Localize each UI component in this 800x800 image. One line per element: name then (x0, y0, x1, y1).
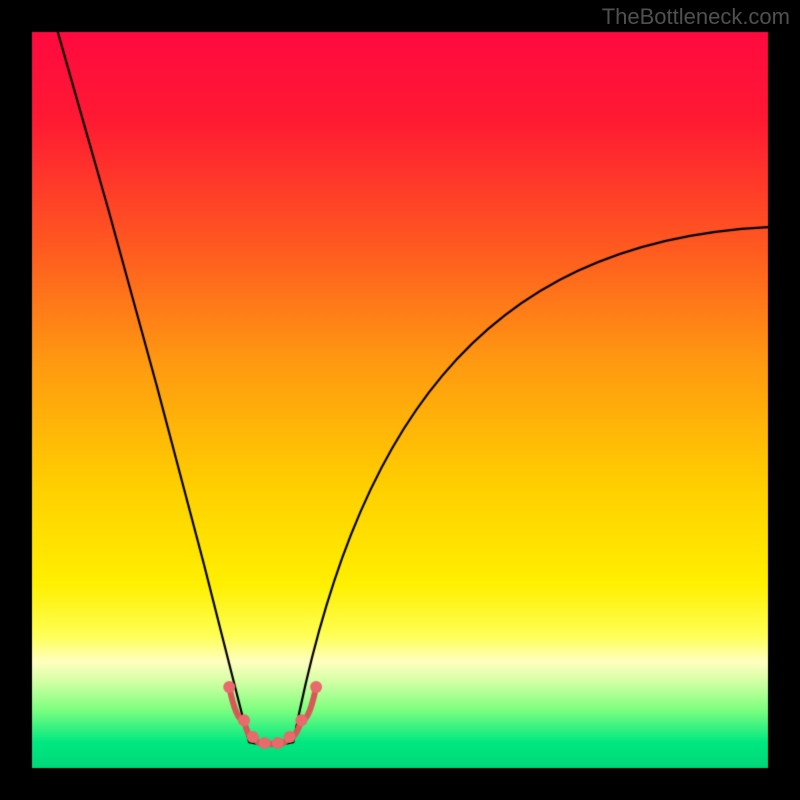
chart-container: TheBottleneck.com (0, 0, 800, 800)
watermark-text: TheBottleneck.com (602, 4, 790, 30)
bottleneck-chart-canvas (0, 0, 800, 800)
